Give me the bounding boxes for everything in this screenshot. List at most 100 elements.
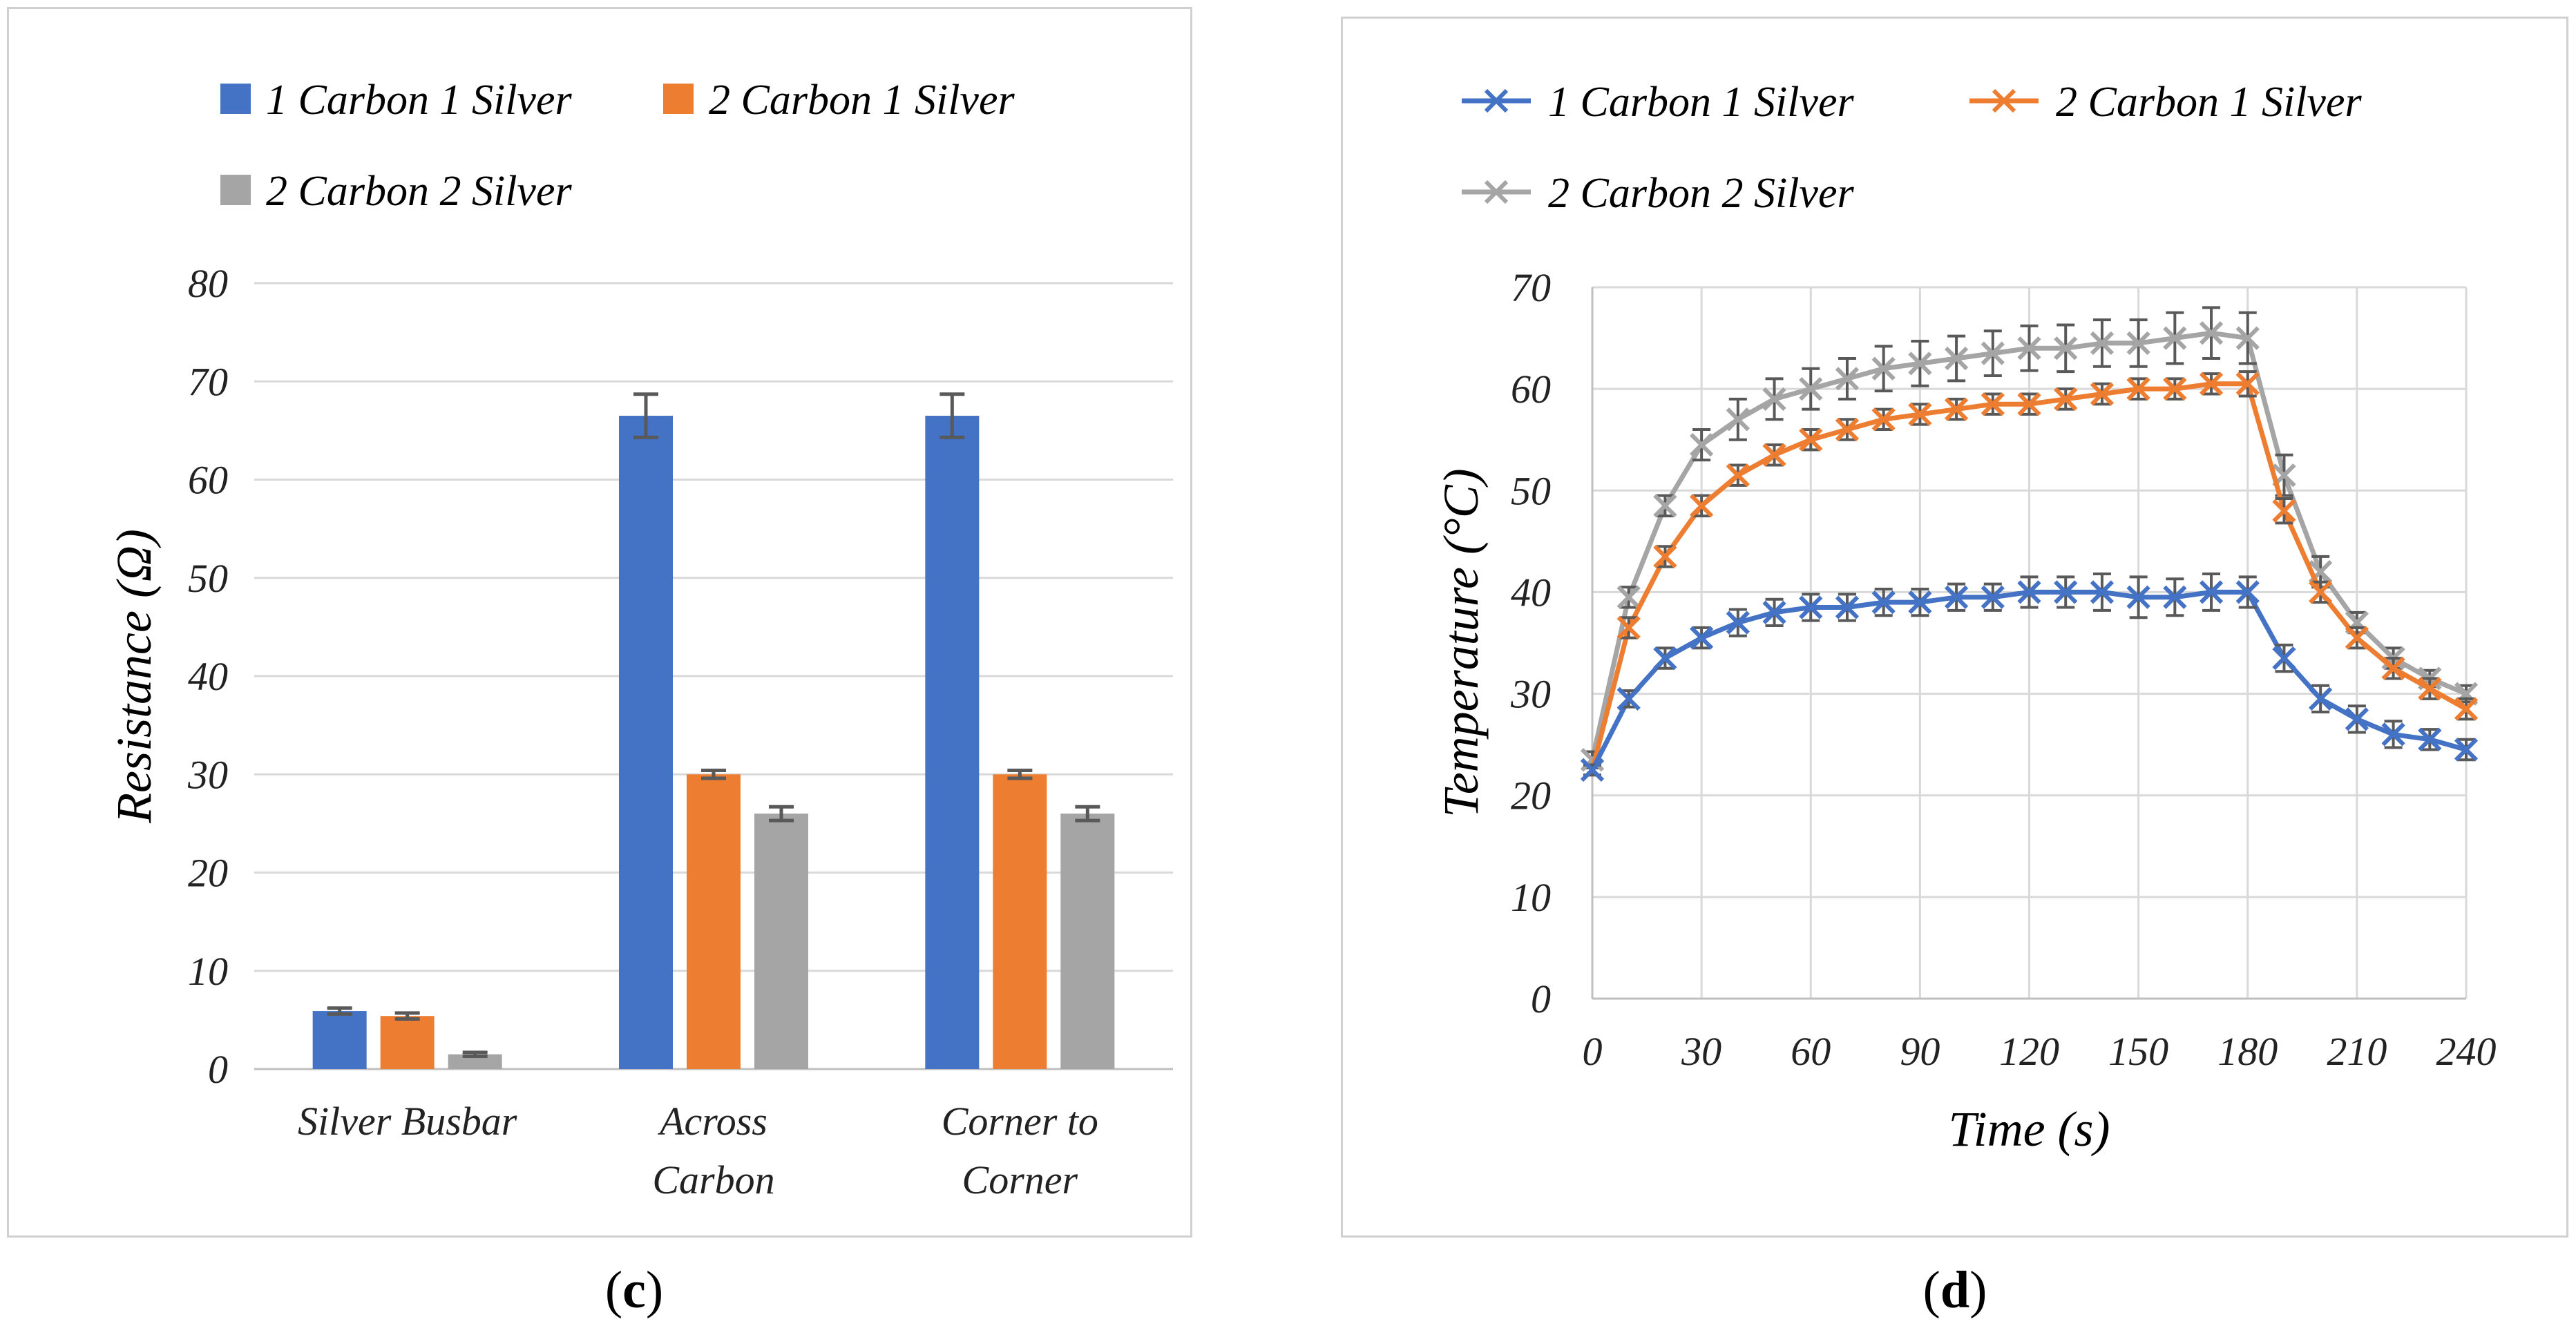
legend-swatch-2-carbon-1-silver (663, 84, 694, 114)
marker-2-carbon-2-silver (1762, 387, 1786, 411)
marker-2-carbon-1-silver (1908, 402, 1932, 427)
marker-2-carbon-2-silver (2090, 331, 2115, 356)
marker-1-carbon-1-silver (1690, 626, 1714, 650)
legend-marker (1484, 180, 1509, 204)
marker-2-carbon-1-silver (1762, 443, 1786, 467)
marker-2-carbon-2-silver (2054, 336, 2078, 360)
marker-1-carbon-1-silver (2272, 646, 2296, 671)
marker-2-carbon-1-silver (2381, 656, 2405, 680)
y-tick-label: 40 (188, 654, 228, 699)
bar-2-carbon-2-silver (754, 814, 808, 1069)
x-tick-label: 30 (1681, 1029, 1721, 1074)
temperature-line-chart: 0 10 20 30 40 50 60 70 0 30 60 90 120 150 180 210 240 Tim… (1433, 79, 2497, 1157)
x-category-label: Corner to (942, 1099, 1098, 1144)
legend-marker (1484, 88, 1509, 113)
marker-2-carbon-2-silver (1835, 367, 1860, 391)
marker-1-carbon-1-silver (2381, 722, 2405, 747)
legend-label: 2 Carbon 1 Silver (2056, 79, 2362, 126)
marker-1-carbon-1-silver (2345, 707, 2369, 731)
marker-2-carbon-2-silver (1981, 341, 2005, 365)
x-tick-label: 90 (1900, 1029, 1940, 1074)
y-tick-label: 20 (188, 851, 228, 896)
legend-label: 2 Carbon 2 Silver (1548, 170, 1854, 217)
marker-1-carbon-1-silver (1799, 595, 1823, 619)
x-tick-label: 240 (2436, 1029, 2497, 1074)
x-tick-label: 180 (2217, 1029, 2278, 1074)
bar-1-carbon-1-silver (925, 416, 980, 1069)
bar-2-carbon-1-silver (993, 774, 1047, 1069)
y-tick-label: 50 (188, 556, 228, 601)
marker-2-carbon-1-silver (2235, 372, 2260, 396)
x-category-label: Corner (962, 1157, 1078, 1202)
marker-1-carbon-1-silver (1944, 585, 1969, 609)
marker-2-carbon-1-silver (1981, 392, 2005, 416)
marker-2-carbon-1-silver (2345, 626, 2369, 650)
marker-2-carbon-2-silver (2199, 321, 2224, 345)
marker-1-carbon-1-silver (1835, 595, 1860, 619)
marker-2-carbon-1-silver (2272, 499, 2296, 523)
marker-2-carbon-1-silver (2418, 677, 2442, 701)
marker-2-carbon-2-silver (2126, 331, 2150, 356)
marker-2-carbon-1-silver (1944, 397, 1969, 421)
temperature-chart-panel: 0 10 20 30 40 50 60 70 0 30 60 90 120 150 180 210 240 Tim… (1341, 17, 2568, 1238)
y-tick-label: 20 (1511, 773, 1551, 818)
marker-1-carbon-1-silver (2454, 738, 2479, 762)
y-tick-label: 10 (1511, 875, 1551, 920)
x-axis-title: Time (s) (1949, 1102, 2110, 1157)
legend-label: 1 Carbon 1 Silver (266, 77, 572, 124)
marker-1-carbon-1-silver (2017, 580, 2041, 604)
y-tick-label: 0 (1531, 977, 1551, 1021)
bar-2-carbon-2-silver (1060, 814, 1115, 1069)
legend-marker (1992, 88, 2016, 113)
marker-2-carbon-2-silver (1690, 432, 1714, 457)
y-tick-label: 80 (188, 261, 228, 306)
y-tick-label: 70 (1511, 265, 1551, 310)
y-axis-title: Temperature (°C) (1433, 468, 1489, 817)
marker-2-carbon-1-silver (1690, 494, 1714, 518)
y-axis-title: Resistance (Ω) (106, 529, 162, 824)
marker-2-carbon-1-silver (1653, 544, 1677, 569)
bar-1-carbon-1-silver (619, 416, 673, 1069)
marker-1-carbon-1-silver (2163, 585, 2187, 609)
resistance-chart-panel: 0 10 20 30 40 50 60 70 80 Resistance (Ω) Silver Bu… (7, 7, 1192, 1238)
marker-1-carbon-1-silver (2054, 580, 2078, 604)
marker-1-carbon-1-silver (2126, 585, 2150, 609)
marker-1-carbon-1-silver (2235, 580, 2260, 604)
legend-label: 2 Carbon 2 Silver (266, 168, 572, 215)
caption-d: (d) (1923, 1261, 1987, 1319)
marker-1-carbon-1-silver (1580, 758, 1605, 782)
marker-2-carbon-1-silver (1835, 417, 1860, 442)
y-tick-label: 30 (1510, 672, 1551, 717)
marker-1-carbon-1-silver (2199, 580, 2224, 604)
marker-2-carbon-2-silver (1799, 377, 1823, 401)
marker-2-carbon-1-silver (2017, 392, 2041, 416)
marker-2-carbon-1-silver (2199, 372, 2224, 396)
x-tick-label: 150 (2108, 1029, 2168, 1074)
x-tick-label: 60 (1791, 1029, 1831, 1074)
x-tick-label: 0 (1583, 1029, 1603, 1074)
resistance-bar-chart: 0 10 20 30 40 50 60 70 80 Resistance (Ω) Silver Bu… (106, 77, 1173, 1202)
marker-2-carbon-1-silver (1799, 427, 1823, 452)
y-tick-label: 40 (1511, 570, 1551, 615)
marker-2-carbon-1-silver (1616, 615, 1641, 640)
marker-2-carbon-1-silver (2309, 580, 2333, 604)
marker-2-carbon-1-silver (2126, 377, 2150, 401)
marker-2-carbon-2-silver (1726, 407, 1750, 432)
marker-1-carbon-1-silver (1616, 686, 1641, 711)
y-tick-label: 60 (1511, 367, 1551, 412)
marker-2-carbon-2-silver (2017, 336, 2041, 360)
marker-2-carbon-2-silver (2163, 326, 2187, 350)
legend-label: 1 Carbon 1 Silver (1548, 79, 1854, 126)
x-tick-label: 120 (1999, 1029, 2059, 1074)
x-tick-label: 210 (2327, 1029, 2387, 1074)
marker-1-carbon-1-silver (2418, 727, 2442, 751)
y-tick-label: 70 (188, 359, 228, 404)
x-category-label: Silver Busbar (298, 1099, 517, 1144)
x-category-label: Carbon (652, 1157, 774, 1202)
marker-2-carbon-1-silver (1726, 463, 1750, 488)
marker-2-carbon-2-silver (1653, 494, 1677, 518)
marker-1-carbon-1-silver (2090, 580, 2115, 604)
y-tick-label: 60 (188, 458, 228, 503)
marker-1-carbon-1-silver (1908, 590, 1932, 615)
bar-2-carbon-2-silver (448, 1054, 502, 1069)
